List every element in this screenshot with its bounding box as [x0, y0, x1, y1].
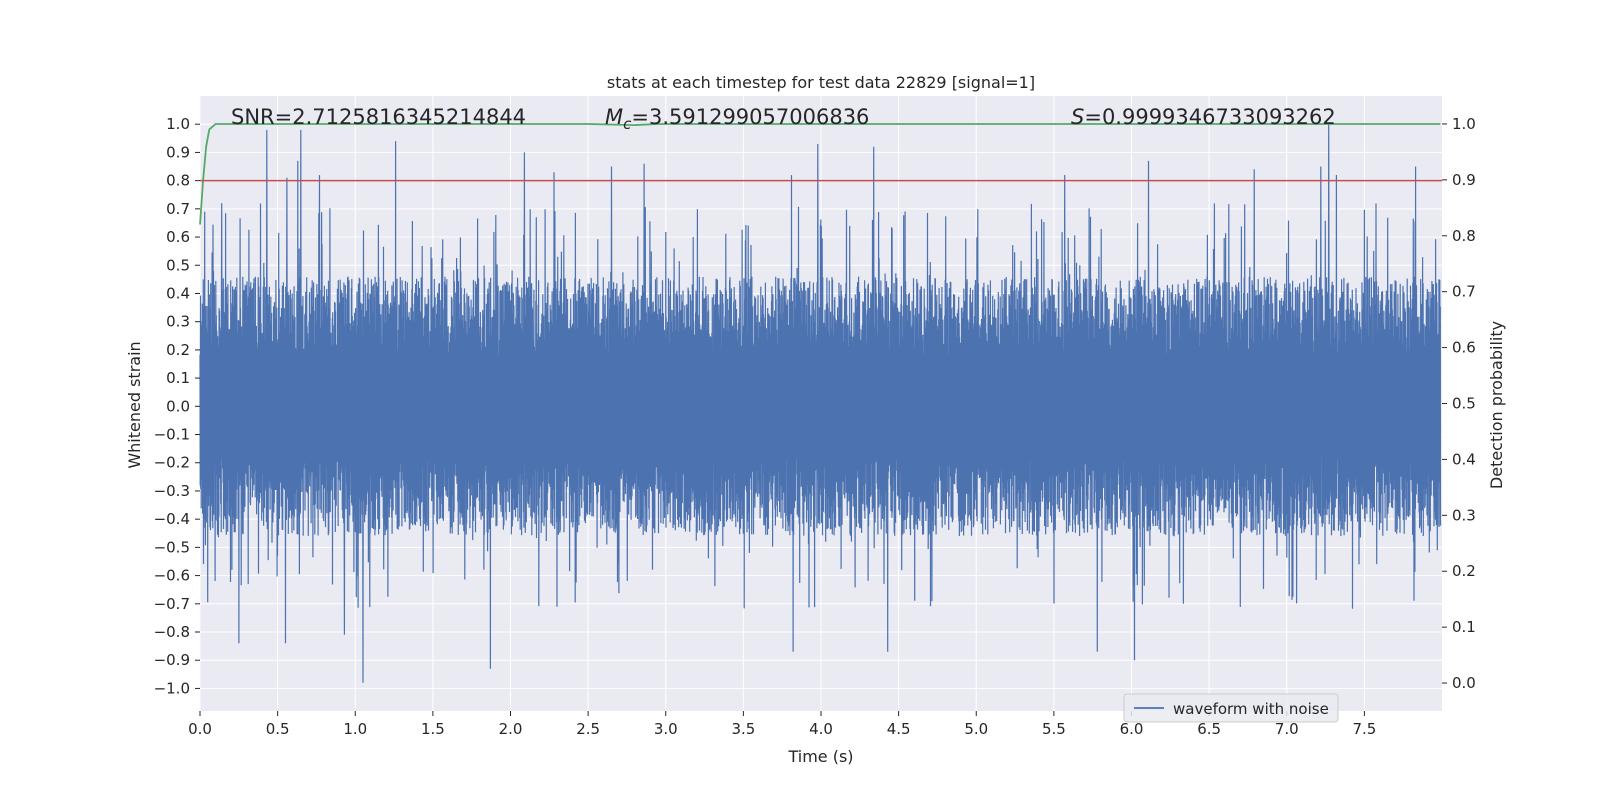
x-tick-label: 5.5 — [1042, 720, 1066, 738]
probability-series — [199, 123, 1441, 225]
probability-line — [199, 123, 1441, 225]
y-tick-label: 0.8 — [166, 172, 190, 190]
x-tick-label: 3.0 — [654, 720, 678, 738]
x-axis-label: Time (s) — [787, 747, 853, 766]
y-axis-left: 1.0 0.9 0.8 0.7 0.6 0.5 0.4 0.3 0.2 0.1 0.0 −0.1 −0.… — [154, 115, 200, 697]
y2-tick-label: 0.9 — [1452, 171, 1476, 189]
y-tick-label: −0.8 — [154, 623, 190, 641]
y-tick-label: −0.6 — [154, 567, 190, 585]
annotation-detection-score: S=0.9999346733093262 — [1071, 105, 1336, 129]
y-tick-label: 0.0 — [166, 397, 190, 415]
y-tick-label: −0.5 — [154, 538, 190, 556]
annotation-detection-score-value: =0.9999346733093262 — [1084, 105, 1335, 129]
x-tick-label: 0.0 — [188, 720, 212, 738]
y-tick-label: 0.6 — [166, 228, 190, 246]
x-axis: 0.0 0.5 1.0 1.5 2.0 2.5 3.0 3.5 4.0 4.5 5.0 5.5 6.0 6… — [188, 711, 1376, 738]
y-tick-label: −0.4 — [154, 510, 190, 528]
y-tick-label: −0.2 — [154, 454, 190, 472]
legend-box — [1123, 693, 1339, 723]
y2-tick-label: 0.3 — [1452, 506, 1476, 524]
y-tick-label: 0.4 — [166, 284, 190, 302]
y2-tick-label: 0.6 — [1452, 339, 1476, 357]
chart-title: stats at each timestep for test data 228… — [607, 73, 1035, 92]
x-tick-label: 6.0 — [1120, 720, 1144, 738]
annotation-snr: SNR=2.7125816345214844 — [231, 105, 526, 129]
annotation-chirp-mass-value: =3.591299057006836 — [631, 105, 869, 129]
y-tick-label: 0.1 — [166, 369, 190, 387]
x-tick-label: 7.5 — [1352, 720, 1376, 738]
annotation-chirp-mass-subscript: c — [623, 115, 632, 133]
y-tick-label: −0.7 — [154, 595, 190, 613]
y-tick-label: 0.5 — [166, 256, 190, 274]
x-tick-label: 3.5 — [731, 720, 755, 738]
annotation-detection-score-symbol: S — [1071, 105, 1084, 129]
y-axis-right: 1.0 0.9 0.8 0.7 0.6 0.5 0.4 0.3 0.2 0.1 0.0 — [1442, 115, 1476, 692]
waveform-line — [199, 124, 1442, 683]
x-tick-label: 7.0 — [1275, 720, 1299, 738]
y-tick-label: −0.9 — [154, 651, 190, 669]
y2-tick-label: 0.8 — [1452, 227, 1476, 245]
x-tick-label: 1.5 — [421, 720, 445, 738]
y2-axis-label: Detection probability — [1487, 321, 1506, 489]
y2-tick-label: 0.0 — [1452, 674, 1476, 692]
x-tick-label: 5.0 — [964, 720, 988, 738]
x-tick-label: 4.5 — [887, 720, 911, 738]
y2-tick-label: 0.7 — [1452, 283, 1476, 301]
y2-tick-label: 0.1 — [1452, 618, 1476, 636]
y2-tick-label: 0.4 — [1452, 450, 1476, 468]
x-tick-label: 0.5 — [266, 720, 290, 738]
legend-label-waveform: waveform with noise — [1173, 700, 1329, 718]
annotation-chirp-mass-symbol: M — [605, 105, 623, 129]
waveform-series — [199, 124, 1442, 683]
y-axis-label: Whitened strain — [125, 341, 144, 468]
x-tick-label: 6.5 — [1197, 720, 1221, 738]
y-tick-label: 0.9 — [166, 143, 190, 161]
y-tick-label: −1.0 — [154, 679, 190, 697]
legend: waveform with noise — [1123, 693, 1339, 723]
y-tick-label: −0.3 — [154, 482, 190, 500]
y-tick-label: −0.1 — [154, 426, 190, 444]
x-tick-label: 4.0 — [809, 720, 833, 738]
y2-tick-label: 0.2 — [1452, 562, 1476, 580]
y2-tick-label: 0.5 — [1452, 395, 1476, 413]
x-tick-label: 1.0 — [343, 720, 367, 738]
y-tick-label: 0.7 — [166, 200, 190, 218]
y-tick-label: 1.0 — [166, 115, 190, 133]
y2-tick-label: 1.0 — [1452, 115, 1476, 133]
annotation-chirp-mass: Mc=3.591299057006836 — [605, 105, 869, 133]
y-tick-label: 0.3 — [166, 313, 190, 331]
y-tick-label: 0.2 — [166, 341, 190, 359]
x-tick-label: 2.0 — [499, 720, 523, 738]
x-tick-label: 2.5 — [576, 720, 600, 738]
